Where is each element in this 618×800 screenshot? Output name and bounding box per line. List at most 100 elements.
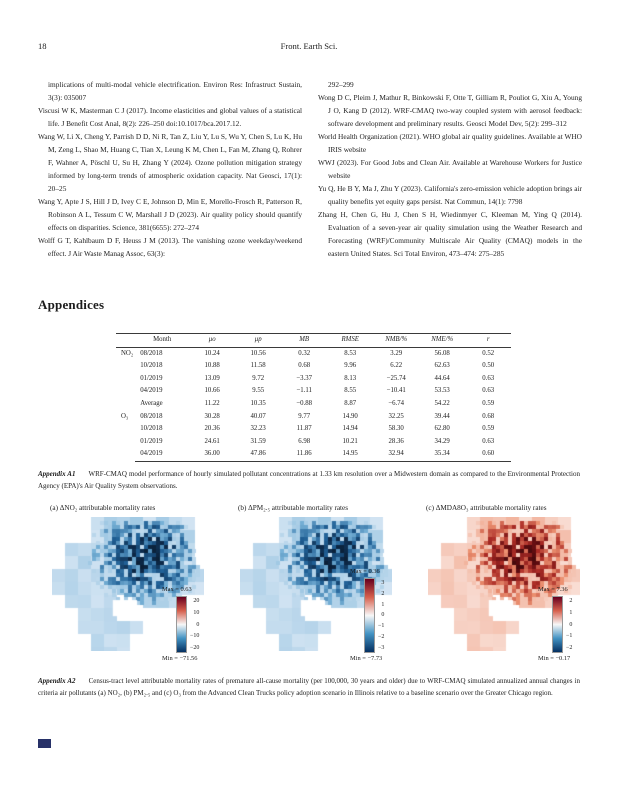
- value-cell: 0.63: [482, 387, 495, 395]
- colorbar-tick: 10: [193, 609, 200, 616]
- value-cell: −25.74: [386, 374, 406, 382]
- value-cell: 24.61: [204, 437, 220, 445]
- colorbar-tick: −1: [378, 623, 385, 630]
- colorbar-tick: 0: [196, 621, 200, 628]
- legend-max-label: Max = 0.36: [350, 568, 380, 575]
- value-cell: 9.96: [344, 362, 357, 370]
- map-figure-title: (a) ΔNO₂ attributable mortality rates: [50, 504, 156, 512]
- table-header: Month μo μp MB RMSE NMB/% NME/% r: [116, 333, 512, 348]
- value-cell: 11.86: [281, 448, 328, 462]
- footer-mark: [38, 739, 51, 748]
- map-figure-c: (c) ΔMDA8O₃ attributable mortality rates…: [426, 503, 608, 671]
- value-cell: 8.13: [344, 374, 357, 382]
- value-cell: 10.66: [204, 387, 220, 395]
- reference-entry: Wong D C, Pleim J, Mathur R, Binkowski F…: [318, 93, 582, 128]
- appendix-a1-caption: Appendix A1 WRF-CMAQ model performance of…: [38, 469, 580, 492]
- value-cell: 9.77: [298, 412, 311, 420]
- month-cell: 10/2018: [140, 362, 163, 370]
- reference-entry: Wang W, Li X, Cheng Y, Parrish D D, Ni R…: [38, 132, 302, 193]
- table-row: NO₂ 08/2018 10.24 10.56 0.32 8.53 3.29 56.08 0.5…: [116, 347, 511, 360]
- map-figure-a: (a) ΔNO₂ attributable mortality rates Max…: [50, 503, 232, 671]
- month-cell: 04/2019: [135, 448, 190, 462]
- colorbar-tick: 2: [381, 590, 385, 597]
- table-row: 01/2019 13.09 9.72 −3.37 8.13 −25.74 44.64 0.63: [116, 373, 511, 386]
- value-cell: 11.58: [250, 362, 266, 370]
- value-cell: 10.88: [204, 362, 220, 370]
- table-row: O₃ 08/2018 30.28 40.07 9.77 14.90 32.25 39.44 0.…: [116, 411, 511, 424]
- value-cell: 39.44: [434, 412, 450, 420]
- reference-entry: 292–299: [328, 80, 354, 89]
- colorbar-tick: −1: [566, 633, 573, 640]
- table-row: 10/2018 10.88 11.58 0.68 9.96 6.22 62.63 0.50: [116, 360, 511, 373]
- value-cell: 40.07: [250, 412, 266, 420]
- column-header: MB: [281, 333, 328, 348]
- legend-colorbar-row: 3 2 1 0 −1 −2 −3: [364, 578, 416, 653]
- map-legend: Max = 0.63 20 10 0 −10 −20 Min = −71.56: [162, 586, 228, 663]
- table-row: 01/2019 24.61 31.59 6.98 10.21 28.36 34.29 0.63: [116, 436, 511, 449]
- appendix-a2-caption-label: Appendix A2: [38, 677, 76, 685]
- value-cell: 0.68: [298, 362, 311, 370]
- value-cell: 0.59: [482, 425, 495, 433]
- reference-entry: Wang Y, Apte J S, Hill J D, Ivey C E, Jo…: [38, 197, 302, 232]
- value-cell: 35.34: [419, 448, 466, 462]
- value-cell: 11.22: [204, 399, 220, 407]
- value-cell: −3.37: [296, 374, 313, 382]
- value-cell: 0.59: [482, 399, 495, 407]
- colorbar: [552, 596, 563, 653]
- colorbar-tick: 2: [569, 598, 573, 604]
- appendix-a1-table: Month μo μp MB RMSE NMB/% NME/% r NO₂ 08/2018 10.2…: [116, 333, 512, 462]
- column-header: μp: [235, 333, 282, 348]
- appendix-a2-figures: (a) ΔNO₂ attributable mortality rates Max…: [50, 503, 608, 671]
- month-cell: 01/2019: [140, 437, 163, 445]
- value-cell: 0.63: [482, 374, 495, 382]
- value-cell: 62.80: [434, 425, 450, 433]
- colorbar-tick: 1: [569, 609, 573, 616]
- appendix-a1-caption-label: Appendix A1: [38, 470, 76, 478]
- value-cell: 32.94: [373, 448, 420, 462]
- colorbar-ticks: 3 2 1 0 −1 −2 −3: [378, 579, 384, 652]
- appendices-heading: Appendices: [38, 297, 105, 312]
- value-cell: 10.24: [204, 349, 220, 357]
- value-cell: 14.94: [342, 425, 358, 433]
- value-cell: 31.59: [250, 437, 266, 445]
- colorbar-ticks: 20 10 0 −10 −20: [190, 597, 199, 652]
- appendix-a2-caption-text: Census-tract level attributable mortalit…: [38, 677, 580, 697]
- value-cell: −1.11: [296, 387, 312, 395]
- colorbar-tick: 0: [569, 621, 573, 628]
- reference-entry: Wolff G T, Kahlbaum D F, Heuss J M (2013…: [38, 236, 302, 258]
- references-column-right: 292–299 Wong D C, Pleim J, Mathur R, Bink…: [318, 78, 582, 260]
- colorbar-ticks: 2 1 0 −1 −2: [566, 597, 572, 652]
- reference-entry: WWJ (2023). For Good Jobs and Clean Air.…: [318, 158, 582, 180]
- value-cell: 9.55: [252, 387, 265, 395]
- legend-max-label: Max = 7.36: [538, 586, 568, 593]
- value-cell: 32.25: [388, 412, 404, 420]
- column-header: Month: [135, 333, 190, 348]
- value-cell: 56.08: [434, 349, 450, 357]
- colorbar-tick: −3: [378, 644, 385, 651]
- value-cell: 0.60: [465, 448, 512, 462]
- value-cell: 8.55: [344, 387, 357, 395]
- value-cell: 10.35: [250, 399, 266, 407]
- value-cell: 14.95: [327, 448, 374, 462]
- value-cell: 3.29: [390, 349, 403, 357]
- value-cell: 30.28: [204, 412, 220, 420]
- colorbar-tick: −10: [190, 633, 200, 640]
- column-header: r: [465, 333, 512, 348]
- journal-title: Front. Earth Sci.: [280, 41, 338, 51]
- value-cell: 47.86: [235, 448, 282, 462]
- table-row: Average 11.22 10.35 −0.88 8.87 −6.74 54.22 0.59: [116, 398, 511, 411]
- value-cell: 0.63: [482, 437, 495, 445]
- value-cell: 62.63: [434, 362, 450, 370]
- value-cell: 11.87: [296, 425, 312, 433]
- value-cell: 32.23: [250, 425, 266, 433]
- table-row: 04/2019 10.66 9.55 −1.11 8.55 −10.41 53.53 0.63: [116, 385, 511, 398]
- month-cell: 08/2018: [140, 412, 163, 420]
- month-cell: 08/2018: [140, 349, 163, 357]
- pollutant-label: NO₂: [121, 349, 134, 357]
- value-cell: 0.32: [298, 349, 311, 357]
- month-cell: Average: [140, 399, 163, 407]
- value-cell: 8.53: [344, 349, 357, 357]
- value-cell: 13.09: [204, 374, 220, 382]
- column-header: NME/%: [419, 333, 466, 348]
- column-header: RMSE: [327, 333, 374, 348]
